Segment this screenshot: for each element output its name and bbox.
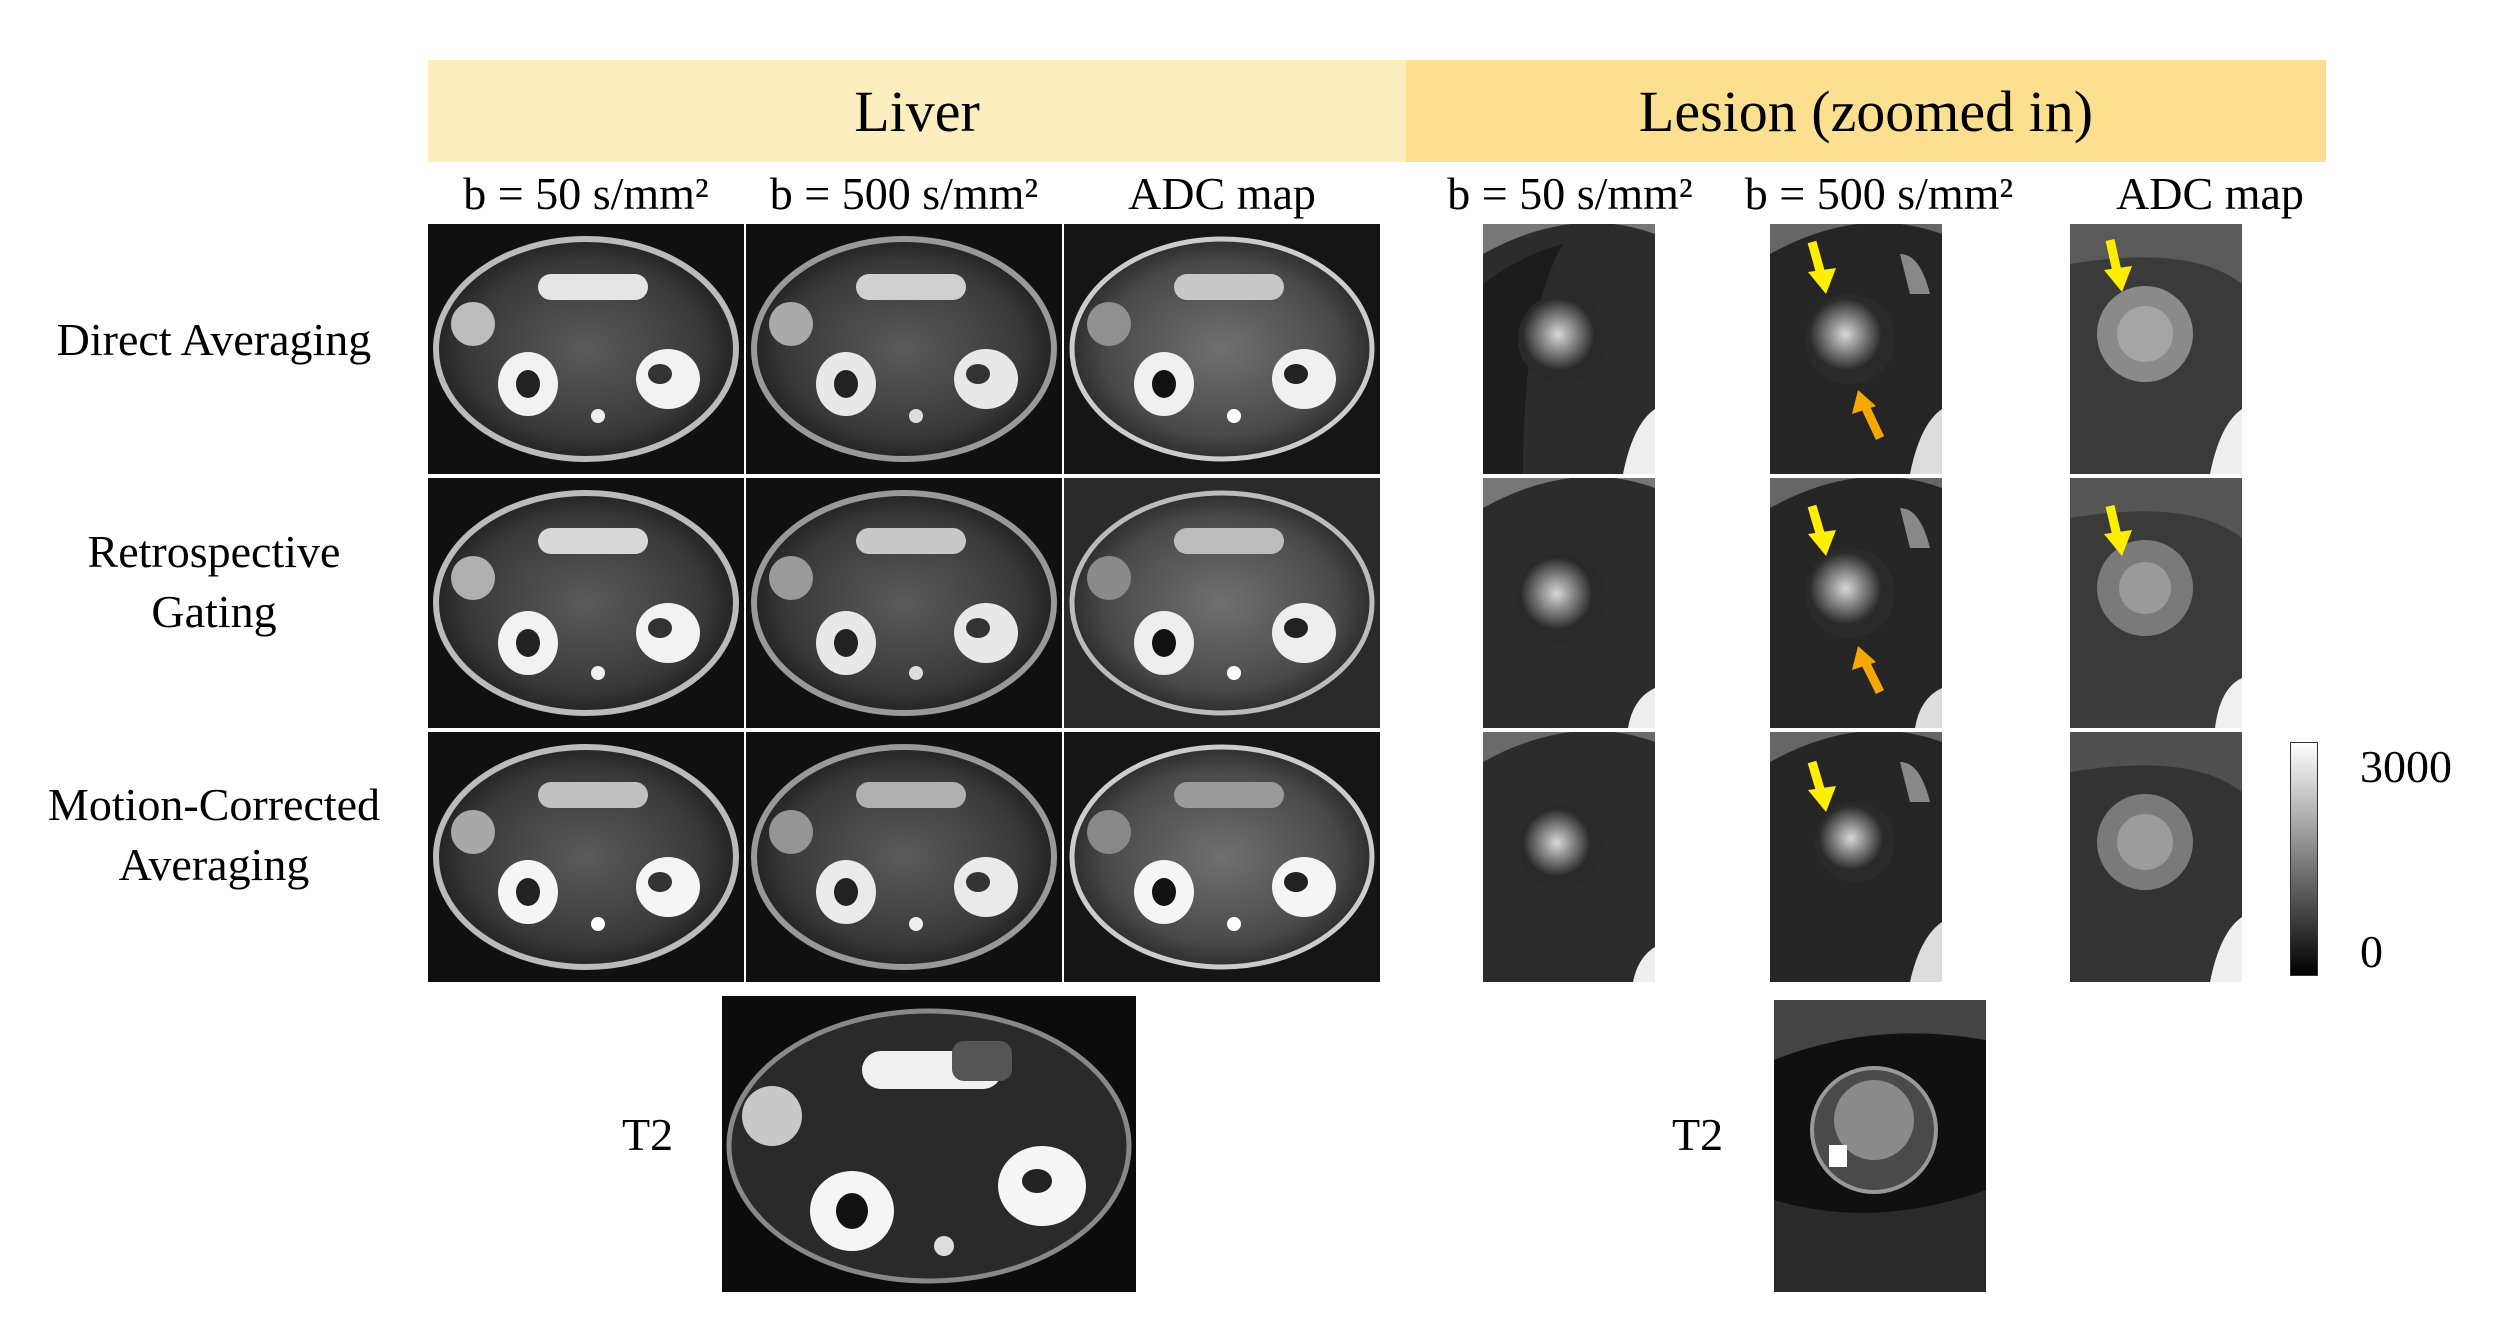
liver-retro-b500-image <box>746 478 1062 728</box>
col-lesion-b500: b = 500 s/mm² <box>1744 168 2014 219</box>
lesion-direct-b500-image <box>1770 224 1942 474</box>
liver-header-label: Liver <box>854 78 980 144</box>
t2-label-liver: T2 <box>622 1109 674 1160</box>
col-liver-b50: b = 50 s/mm² <box>463 168 709 219</box>
liver-motion-adc-image <box>1064 732 1380 982</box>
row-label-motion-line1: Motion-Corrected <box>47 779 381 830</box>
lesion-retro-adc-image <box>2070 478 2242 728</box>
liver-motion-b50-image <box>428 732 744 982</box>
t2-label-lesion: T2 <box>1672 1109 1724 1160</box>
lesion-t2-image <box>1774 1000 1986 1292</box>
lesion-motion-adc-image <box>2070 732 2242 982</box>
row-label-direct: Direct Averaging <box>56 314 372 365</box>
liver-retro-b50-image <box>428 478 744 728</box>
liver-retro-adc-image <box>1064 478 1380 728</box>
colorbar <box>2290 742 2318 976</box>
liver-header: Liver <box>428 60 1406 162</box>
row-label-retro-line1: Retrospective <box>87 526 341 577</box>
lesion-retro-b50-image <box>1483 478 1655 728</box>
col-liver-b500: b = 500 s/mm² <box>769 168 1039 219</box>
col-liver-adc: ADC map <box>1128 168 1316 219</box>
liver-direct-b500-image <box>746 224 1062 474</box>
liver-direct-adc-image <box>1064 224 1380 474</box>
liver-motion-b500-image <box>746 732 1062 982</box>
liver-direct-b50-image <box>428 224 744 474</box>
lesion-motion-b500-image <box>1770 732 1942 982</box>
lesion-header-label: Lesion (zoomed in) <box>1638 78 2094 144</box>
colorbar-max-label: 3000 <box>2360 741 2452 792</box>
lesion-direct-b50-image <box>1483 224 1655 474</box>
colorbar-min-label: 0 <box>2360 926 2383 977</box>
lesion-motion-b50-image <box>1483 732 1655 982</box>
row-label-retro-line2: Gating <box>151 586 277 637</box>
col-lesion-b50: b = 50 s/mm² <box>1447 168 1693 219</box>
row-label-motion-line2: Averaging <box>118 839 310 890</box>
liver-t2-image <box>722 996 1136 1292</box>
lesion-direct-adc-image <box>2070 224 2242 474</box>
col-lesion-adc: ADC map <box>2116 168 2304 219</box>
lesion-retro-b500-image <box>1770 478 1942 728</box>
lesion-header: Lesion (zoomed in) <box>1406 60 2326 162</box>
